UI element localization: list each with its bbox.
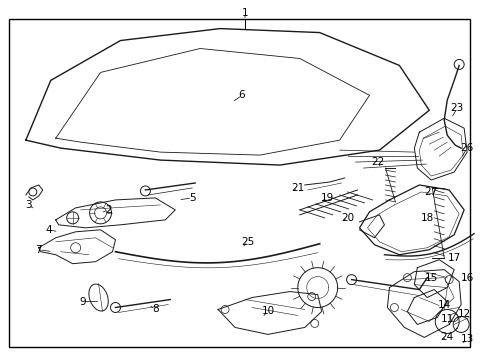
Text: 27: 27 <box>424 187 437 197</box>
Text: 4: 4 <box>45 225 52 235</box>
Text: 18: 18 <box>420 213 433 223</box>
Text: 3: 3 <box>25 200 32 210</box>
Text: 10: 10 <box>261 306 274 316</box>
Text: 5: 5 <box>188 193 195 203</box>
Text: 20: 20 <box>340 213 353 223</box>
Text: 2: 2 <box>105 205 112 215</box>
Text: 9: 9 <box>79 297 86 306</box>
Text: 26: 26 <box>460 143 473 153</box>
Text: 19: 19 <box>321 193 334 203</box>
Text: 25: 25 <box>241 237 254 247</box>
Text: 8: 8 <box>152 305 158 315</box>
Text: 17: 17 <box>447 253 460 263</box>
Text: 12: 12 <box>457 310 470 319</box>
Text: 15: 15 <box>424 273 437 283</box>
Text: 16: 16 <box>460 273 473 283</box>
Text: 23: 23 <box>449 103 463 113</box>
Text: 21: 21 <box>290 183 304 193</box>
Text: 14: 14 <box>437 300 450 310</box>
Text: 1: 1 <box>241 8 248 18</box>
Text: 24: 24 <box>440 332 453 342</box>
Text: 7: 7 <box>36 245 42 255</box>
Text: 13: 13 <box>460 334 473 345</box>
Text: 11: 11 <box>440 314 453 324</box>
Text: 22: 22 <box>370 157 384 167</box>
Text: 6: 6 <box>238 90 245 100</box>
